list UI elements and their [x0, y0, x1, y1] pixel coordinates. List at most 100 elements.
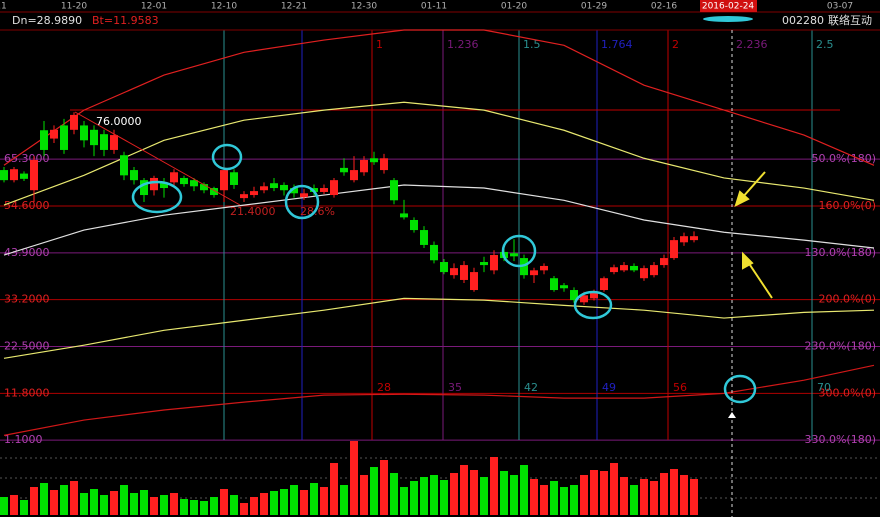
volume-bar	[600, 471, 608, 515]
volume-bar	[370, 467, 378, 515]
candle-body	[370, 158, 378, 163]
candle-body	[280, 184, 288, 191]
candle-body	[660, 258, 668, 266]
volume-bar	[220, 489, 228, 515]
arrow-head	[742, 251, 754, 270]
volume-bar	[590, 470, 598, 515]
volume-bar	[270, 491, 278, 515]
candle-body	[110, 135, 118, 150]
candle-body	[90, 129, 98, 146]
volume-bar	[50, 490, 58, 515]
candle-body	[380, 158, 388, 171]
candle-body	[620, 265, 628, 271]
volume-bar	[250, 497, 258, 515]
candle-body	[480, 262, 488, 266]
candle-body	[40, 130, 48, 150]
y-tick-label: 43.9000	[4, 246, 50, 259]
fib-label: 1	[376, 38, 383, 51]
indicator-line	[3, 297, 875, 359]
y-tick-label: 1.1000	[4, 433, 43, 446]
fib-count: 28	[377, 381, 391, 394]
candle-body	[430, 244, 438, 261]
volume-bar	[520, 465, 528, 515]
fib-count: 35	[448, 381, 462, 394]
candle-body	[140, 180, 148, 196]
candle-body	[250, 191, 258, 196]
stock-code: 002280	[782, 14, 824, 27]
candle-body	[230, 172, 238, 185]
candle-body	[80, 125, 88, 141]
indicator-line	[3, 101, 875, 206]
volume-bar	[380, 460, 388, 515]
right-label: 200.0%(0)	[818, 293, 876, 306]
x-tick-label: 12-30	[351, 2, 377, 12]
volume-bar	[120, 485, 128, 515]
volume-bar	[40, 483, 48, 515]
right-label: 330.0%(180)	[804, 433, 876, 446]
volume-bar	[140, 490, 148, 515]
volume-bar	[20, 500, 28, 515]
fib-count: 70	[817, 381, 831, 394]
volume-bar	[500, 471, 508, 515]
arrow	[741, 171, 766, 199]
y-tick-label: 54.6000	[4, 199, 50, 212]
volume-bar	[10, 495, 18, 515]
volume-bar	[540, 485, 548, 515]
volume-bar	[320, 487, 328, 515]
volume-bar	[530, 479, 538, 515]
candle-body	[240, 194, 248, 199]
candle-body	[260, 186, 268, 191]
volume-bar	[630, 485, 638, 515]
volume-bar	[670, 469, 678, 515]
volume-bar	[610, 463, 618, 515]
candle-body	[560, 285, 568, 289]
volume-bar	[390, 473, 398, 515]
candle-body	[330, 180, 338, 196]
volume-bar	[550, 481, 558, 515]
highlight-circle	[573, 290, 613, 320]
candle-body	[180, 177, 188, 185]
candle-body	[570, 290, 578, 301]
x-tick-label: 03-07	[827, 2, 853, 12]
x-tick-label: 11	[0, 2, 7, 12]
fib-label: 2.236	[736, 38, 768, 51]
highlight-circle	[284, 184, 320, 220]
candle-body	[490, 255, 498, 271]
candle-body	[20, 173, 28, 179]
volume-bar	[280, 489, 288, 515]
arrow	[747, 261, 773, 299]
candle-body	[350, 170, 358, 181]
candle-body	[550, 278, 558, 291]
volume-bar	[200, 501, 208, 515]
x-tick-label: 12-21	[281, 2, 307, 12]
volume-bar	[430, 475, 438, 515]
candle-body	[150, 177, 158, 191]
volume-bar	[100, 495, 108, 515]
x-tick-label: 01-29	[581, 2, 607, 12]
candle-body	[320, 188, 328, 192]
fib-label: 1.236	[447, 38, 479, 51]
cursor-date-box	[700, 0, 757, 12]
y-tick-label: 65.3000	[4, 152, 50, 165]
x-tick-label: 12-01	[141, 2, 167, 12]
candle-body	[70, 114, 78, 130]
arrow-head	[734, 190, 750, 207]
candle-body	[0, 170, 8, 181]
arrows	[734, 171, 773, 299]
y-tick-label: 33.2000	[4, 293, 50, 306]
indicator-line	[3, 29, 875, 166]
y-tick-label: 11.8000	[4, 386, 50, 399]
candle-body	[410, 219, 418, 231]
highlight-circle	[501, 234, 537, 268]
volume-bar	[310, 483, 318, 515]
candle-body	[290, 188, 298, 194]
volume-bar	[130, 493, 138, 515]
candle-body	[630, 265, 638, 271]
candle-body	[50, 129, 58, 139]
candle-body	[220, 170, 228, 191]
fib-count: 49	[602, 381, 616, 394]
candle-body	[340, 167, 348, 173]
volume-bar	[620, 477, 628, 515]
right-label: 160.0%(0)	[818, 199, 876, 212]
